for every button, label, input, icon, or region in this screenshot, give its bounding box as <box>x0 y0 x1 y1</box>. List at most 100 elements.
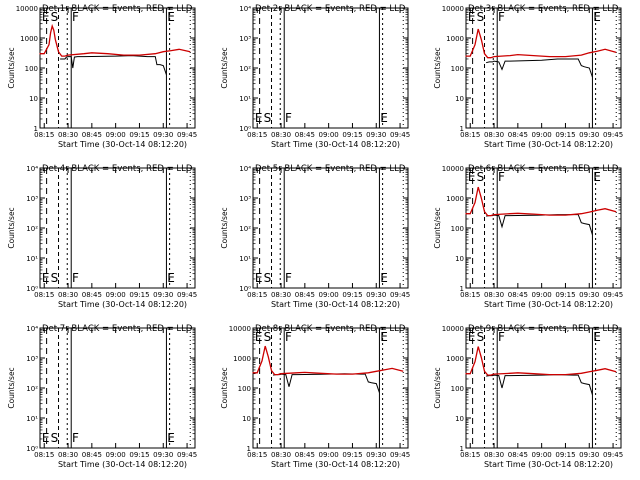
x-tick-label: 09:00 <box>532 291 552 299</box>
x-tick-label: 09:30 <box>366 451 386 459</box>
x-tick-label: 09:45 <box>603 291 623 299</box>
x-tick-label: 09:00 <box>319 131 339 139</box>
y-axis-title: Counts/sec <box>220 47 229 88</box>
x-tick-label: 08:30 <box>58 291 78 299</box>
y-tick-label: 10³ <box>26 355 38 363</box>
x-tick-label: 09:15 <box>129 131 149 139</box>
x-tick-label: 08:30 <box>484 291 504 299</box>
y-tick-label: 10000 <box>229 325 251 333</box>
y-tick-label: 10000 <box>16 5 38 13</box>
series-line-events <box>485 58 593 78</box>
interval-marker-E: E <box>42 431 50 445</box>
x-tick-label: 08:45 <box>508 291 528 299</box>
x-tick-label: 09:45 <box>177 131 197 139</box>
x-tick-label: 09:30 <box>579 291 599 299</box>
y-tick-label: 10⁴ <box>239 165 251 173</box>
interval-marker-E: E <box>380 111 388 125</box>
y-axis-title: Counts/sec <box>7 207 16 248</box>
x-tick-label: 08:45 <box>82 291 102 299</box>
x-tick-label: 09:00 <box>532 131 552 139</box>
x-tick-label: 08:45 <box>295 451 315 459</box>
detector-panel-4: Det 4r BLACK = Events, RED = LLD 10⁰ 10¹ 10… <box>7 164 197 309</box>
plot-frame <box>252 167 409 289</box>
y-tick-label: 1 <box>34 125 38 133</box>
x-tick-label: 08:30 <box>58 451 78 459</box>
y-tick-label: 10³ <box>26 195 38 203</box>
y-tick-label: 100 <box>238 385 251 393</box>
y-tick-label: 10⁰ <box>26 445 38 453</box>
x-tick-label: 09:00 <box>106 291 126 299</box>
interval-marker-E: E <box>167 271 175 285</box>
detector-panel-8: Det 8r BLACK = Events, RED = LLD 1 10 100 10… <box>220 324 410 469</box>
y-tick-label: 10 <box>455 255 464 263</box>
x-tick-label: 08:30 <box>271 451 291 459</box>
x-tick-label: 08:30 <box>271 291 291 299</box>
x-tick-label: 09:15 <box>342 451 362 459</box>
x-tick-label: 08:45 <box>508 131 528 139</box>
plot-frame <box>252 7 409 129</box>
y-tick-label: 10⁰ <box>26 285 38 293</box>
x-tick-label: 09:45 <box>390 291 410 299</box>
y-tick-label: 100 <box>25 65 38 73</box>
interval-marker-S: S <box>477 170 485 184</box>
y-tick-label: 10³ <box>239 35 251 43</box>
interval-marker-E: E <box>42 271 50 285</box>
interval-marker-S: S <box>51 10 59 24</box>
x-tick-label: 08:15 <box>34 131 54 139</box>
x-tick-label: 09:45 <box>177 451 197 459</box>
x-tick-label: 09:15 <box>129 291 149 299</box>
detector-panel-9: Det 9r BLACK = Events, RED = LLD 1 10 100 10… <box>433 324 623 469</box>
x-axis-title: Start Time (30-Oct-14 08:12:20) <box>484 460 613 469</box>
y-tick-label: 10000 <box>442 325 464 333</box>
plot-frame <box>465 167 622 289</box>
y-tick-label: 1 <box>460 445 464 453</box>
y-tick-label: 10 <box>29 95 38 103</box>
panel-title: Det 3r BLACK = Events, RED = LLD <box>468 4 619 14</box>
interval-marker-E: E <box>167 10 175 24</box>
y-tick-label: 10⁴ <box>239 5 251 13</box>
panel-title: Det 5r BLACK = Events, RED = LLD <box>255 164 406 174</box>
x-tick-label: 08:15 <box>247 451 267 459</box>
interval-marker-E: E <box>468 10 476 24</box>
x-tick-label: 08:15 <box>34 451 54 459</box>
detector-panel-1: Det 1r BLACK = Events, RED = LLD 1 10 100 10… <box>7 4 197 149</box>
panel-title: Det 2r BLACK = Events, RED = LLD <box>255 4 406 14</box>
y-tick-label: 10² <box>26 225 38 233</box>
x-tick-label: 08:15 <box>34 291 54 299</box>
x-tick-label: 09:30 <box>579 451 599 459</box>
detector-panel-6: Det 6r BLACK = Events, RED = LLD 1 10 100 10… <box>433 164 623 309</box>
panel-title: Det 9r BLACK = Events, RED = LLD <box>468 324 619 334</box>
y-tick-label: 10 <box>455 95 464 103</box>
series-line-lld <box>252 345 404 376</box>
plot-frame <box>465 7 622 129</box>
x-tick-label: 09:00 <box>319 451 339 459</box>
x-tick-label: 09:45 <box>177 291 197 299</box>
x-tick-label: 09:00 <box>532 451 552 459</box>
x-tick-label: 08:30 <box>58 131 78 139</box>
interval-marker-F: F <box>285 330 292 344</box>
x-tick-label: 09:00 <box>106 451 126 459</box>
x-tick-label: 08:15 <box>460 451 480 459</box>
y-tick-label: 10 <box>242 415 251 423</box>
y-tick-label: 10³ <box>239 195 251 203</box>
x-axis-title: Start Time (30-Oct-14 08:12:20) <box>271 300 400 309</box>
x-tick-label: 08:30 <box>484 131 504 139</box>
detector-panel-5: Det 5r BLACK = Events, RED = LLD 10⁰ 10¹ 10… <box>220 164 410 309</box>
x-tick-label: 09:45 <box>603 131 623 139</box>
x-tick-label: 09:15 <box>342 291 362 299</box>
y-tick-label: 10⁰ <box>239 285 251 293</box>
interval-marker-F: F <box>72 431 79 445</box>
interval-marker-E: E <box>255 271 263 285</box>
x-axis-title: Start Time (30-Oct-14 08:12:20) <box>271 140 400 149</box>
series-line-lld <box>465 346 617 376</box>
interval-marker-S: S <box>264 271 272 285</box>
detector-panel-7: Det 7r BLACK = Events, RED = LLD 10⁰ 10¹ 10… <box>7 324 197 469</box>
x-tick-label: 09:15 <box>555 451 575 459</box>
plot-frame <box>39 167 196 289</box>
x-tick-label: 09:30 <box>153 131 173 139</box>
panel-title: Det 8r BLACK = Events, RED = LLD <box>255 324 406 334</box>
y-axis-title: Counts/sec <box>220 367 229 408</box>
plot-frame <box>39 7 196 129</box>
x-tick-label: 08:45 <box>82 451 102 459</box>
interval-marker-E: E <box>593 170 601 184</box>
